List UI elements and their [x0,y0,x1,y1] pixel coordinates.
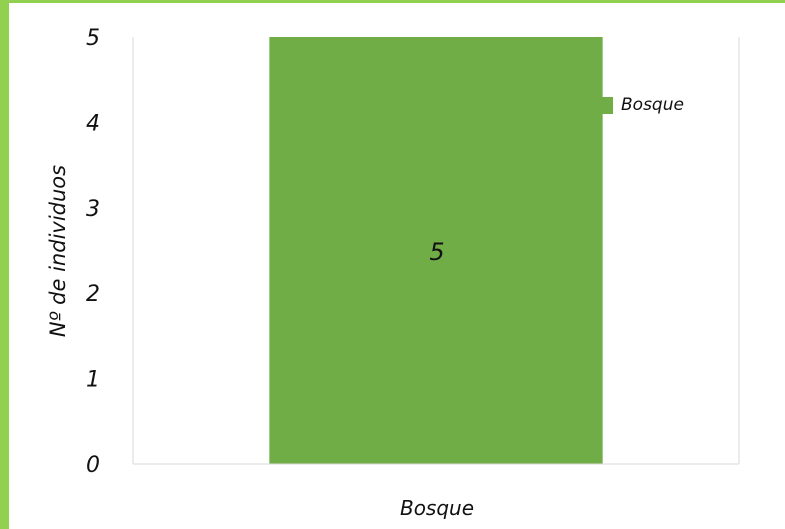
chart-bars [269,37,603,464]
y-axis-label: Nº de individuos [46,165,70,337]
y-tick-label: 3 [86,197,100,222]
legend-label: Bosque [621,95,684,115]
y-tick-label: 2 [86,282,100,307]
bar-data-label: 5 [429,238,444,266]
y-tick-label: 1 [86,368,100,393]
chart-grid [132,37,740,464]
legend-swatch [596,97,613,114]
bar [269,37,603,464]
y-tick-label: 4 [86,111,100,136]
y-tick-label: 0 [86,453,100,478]
legend: Bosque [596,95,684,115]
y-tick-label: 5 [86,26,100,51]
x-axis-label: Bosque [400,496,474,520]
y-axis-ticks: 0 1 2 3 4 5 [86,26,100,478]
